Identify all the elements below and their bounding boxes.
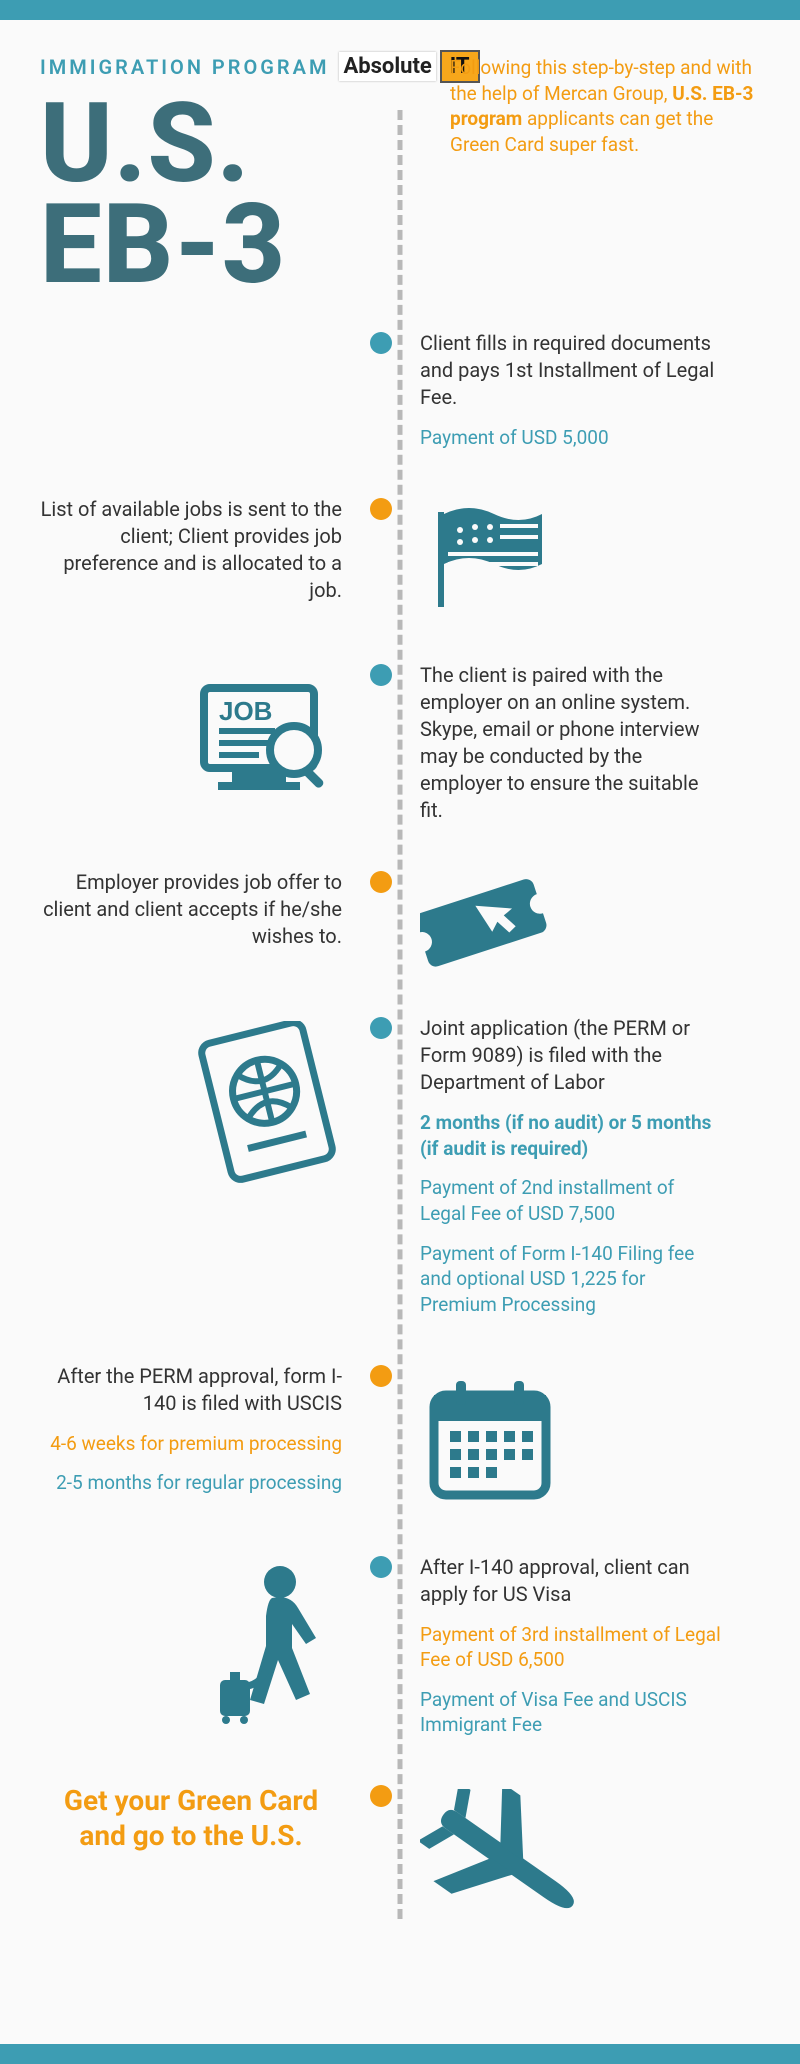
step-text: The client is paired with the employer o… — [420, 662, 722, 824]
step-left — [40, 1554, 370, 1730]
traveler-icon — [202, 1560, 342, 1730]
timeline-dot — [370, 664, 392, 686]
timeline-step: List of available jobs is sent to the cl… — [40, 496, 760, 617]
title-line-2: EB-3 — [40, 194, 760, 295]
timeline-dot — [370, 1785, 392, 1807]
timeline-dot — [370, 332, 392, 354]
step-note: Payment of Visa Fee and USCIS Immigrant … — [420, 1687, 722, 1738]
step-left: Employer provides job offer to client an… — [40, 869, 370, 950]
step-left — [40, 662, 370, 798]
step-text: Joint application (the PERM or Form 9089… — [420, 1015, 722, 1096]
page: IMMIGRATION PROGRAM Absolute IT Followin… — [0, 20, 800, 2044]
title-line-1: U.S. — [40, 93, 760, 194]
step-right: After I-140 approval, client can apply f… — [392, 1554, 722, 1739]
step-text: After the PERM approval, form I-140 is f… — [40, 1363, 342, 1417]
timeline-dot — [370, 498, 392, 520]
passport-icon — [197, 1021, 342, 1186]
step-note: 4-6 weeks for premium processing — [50, 1431, 342, 1457]
timeline-dot — [370, 1556, 392, 1578]
step-right — [392, 1783, 722, 1939]
step-note: 2 months (if no audit) or 5 months (if a… — [420, 1110, 722, 1161]
timeline-step: The client is paired with the employer o… — [40, 662, 760, 824]
step-right: The client is paired with the employer o… — [392, 662, 722, 824]
ticket-icon — [420, 875, 550, 970]
eyebrow: IMMIGRATION PROGRAM — [40, 55, 329, 79]
step-text: List of available jobs is sent to the cl… — [40, 496, 342, 604]
plane-icon — [420, 1789, 610, 1939]
main-title: U.S. EB-3 — [40, 93, 760, 295]
flag-icon — [420, 502, 560, 617]
step-left: List of available jobs is sent to the cl… — [40, 496, 370, 604]
step-text: Client fills in required documents and p… — [420, 330, 722, 411]
step-note: Payment of 2nd installment of Legal Fee … — [420, 1175, 722, 1226]
calendar-icon — [420, 1369, 560, 1509]
step-right: Client fills in required documents and p… — [392, 330, 722, 451]
logo-absolute: Absolute — [339, 52, 435, 81]
step-right — [392, 1363, 722, 1509]
step-left: Get your Green Card and go to the U.S. — [40, 1783, 370, 1853]
final-text: Get your Green Card and go to the U.S. — [40, 1783, 342, 1853]
step-left — [40, 1015, 370, 1186]
bottom-bar — [0, 2044, 800, 2064]
timeline-step: Joint application (the PERM or Form 9089… — [40, 1015, 760, 1317]
step-note: Payment of Form I-140 Filing fee and opt… — [420, 1241, 722, 1318]
timeline-step-final: Get your Green Card and go to the U.S. — [40, 1783, 760, 1939]
timeline-dot — [370, 1017, 392, 1039]
step-text: Employer provides job offer to client an… — [40, 869, 342, 950]
timeline-step: After I-140 approval, client can apply f… — [40, 1554, 760, 1739]
step-left: After the PERM approval, form I-140 is f… — [40, 1363, 370, 1496]
timeline: Client fills in required documents and p… — [40, 330, 760, 1939]
timeline-step: After the PERM approval, form I-140 is f… — [40, 1363, 760, 1509]
step-right — [392, 496, 722, 617]
step-text: After I-140 approval, client can apply f… — [420, 1554, 722, 1608]
step-note: Payment of 3rd installment of Legal Fee … — [420, 1622, 722, 1673]
step-note: 2-5 months for regular processing — [56, 1470, 342, 1496]
step-right: Joint application (the PERM or Form 9089… — [392, 1015, 722, 1317]
timeline-step: Employer provides job offer to client an… — [40, 869, 760, 970]
timeline-dot — [370, 1365, 392, 1387]
top-bar — [0, 0, 800, 20]
timeline-step: Client fills in required documents and p… — [40, 330, 760, 451]
step-note: Payment of USD 5,000 — [420, 425, 609, 451]
step-right — [392, 869, 722, 970]
jobsearch-icon — [192, 668, 342, 798]
timeline-dot — [370, 871, 392, 893]
